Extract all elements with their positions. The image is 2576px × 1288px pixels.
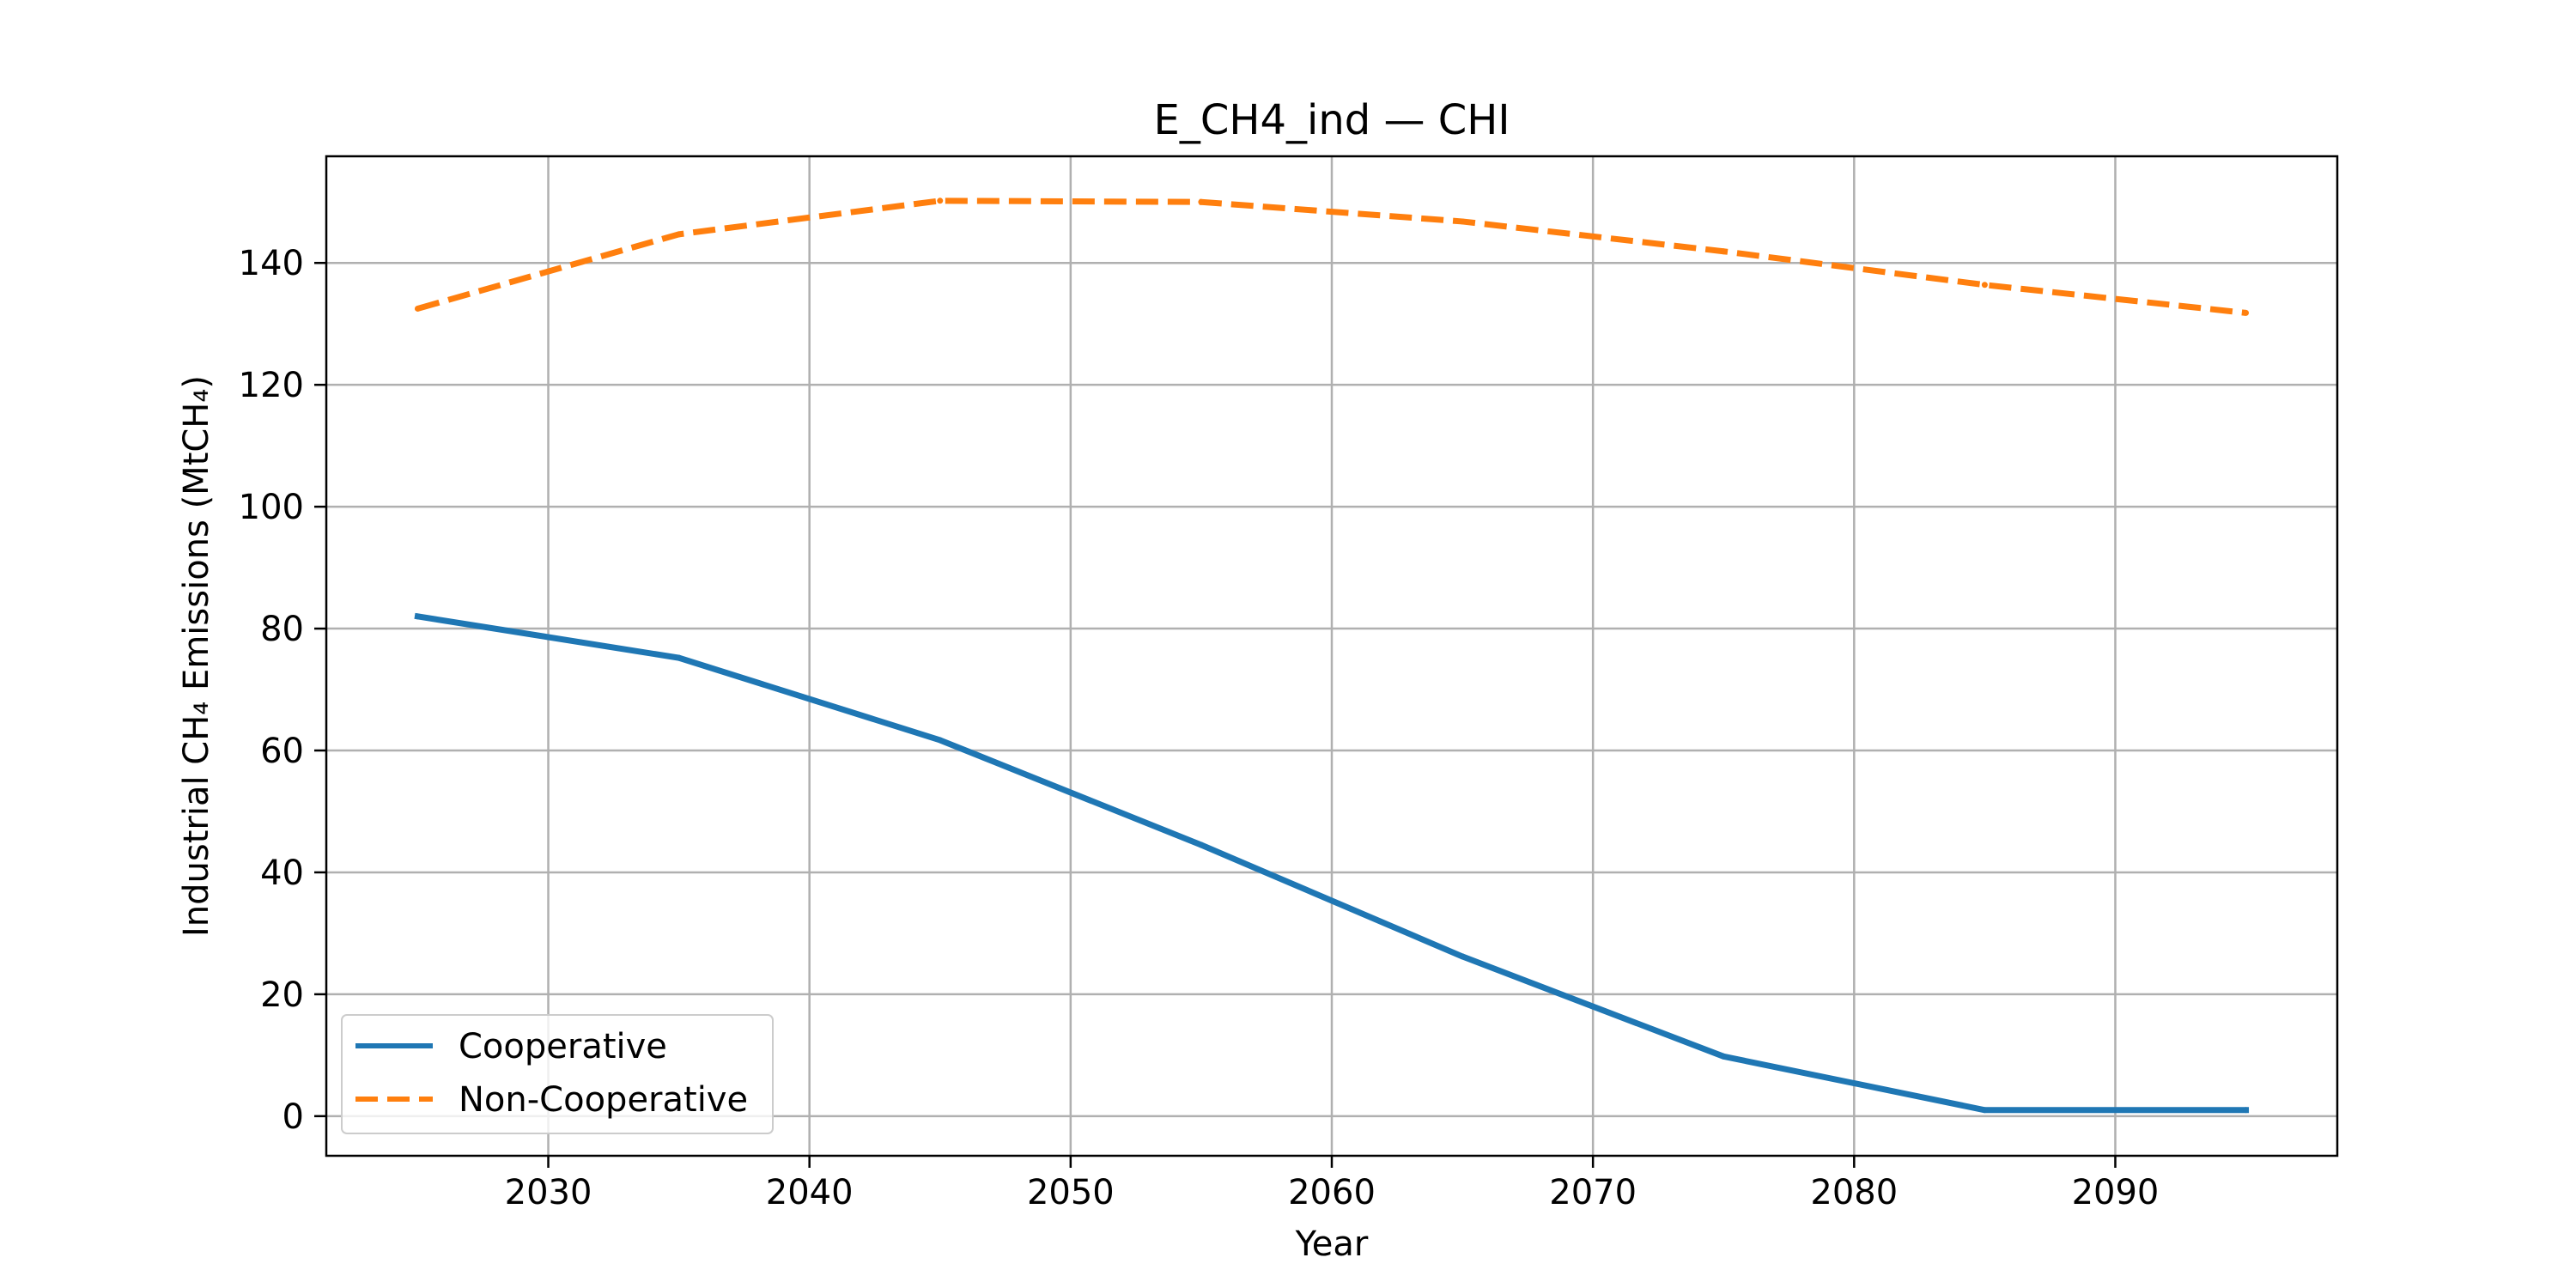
x-tick-label: 2080 [1810,1173,1898,1212]
x-tick-label: 2040 [766,1173,854,1212]
series-line-non-cooperative [416,197,2246,316]
data-point-cooperative [937,737,944,744]
x-tick-label: 2050 [1027,1173,1115,1212]
data-point-cooperative [1198,841,1205,848]
legend-label-cooperative: Cooperative [459,1027,667,1066]
data-point-non-cooperative [1981,282,1988,289]
x-tick-label: 2070 [1549,1173,1637,1212]
y-tick-label: 0 [283,1097,304,1137]
data-point-non-cooperative [414,305,421,312]
y-tick-label: 120 [239,366,304,405]
legend-label-non-cooperative: Non-Cooperative [459,1080,748,1120]
data-point-non-cooperative [2243,309,2250,316]
legend-box [341,1014,774,1134]
y-tick-label: 40 [260,854,304,893]
data-point-cooperative [1981,1107,1988,1114]
data-point-non-cooperative [676,231,683,238]
y-axis-label: Industrial CH₄ Emissions (MtCH₄) [177,375,216,937]
x-axis-label: Year [1295,1224,1369,1264]
data-point-cooperative [414,613,421,620]
y-axis-ticks: 0 20 40 60 80 100 120 140 [239,244,326,1137]
data-point-non-cooperative [1198,198,1205,205]
series-lines [414,197,2250,1114]
x-tick-label: 2090 [2072,1173,2160,1212]
series-line-cooperative [414,612,2250,1114]
data-point-non-cooperative [1720,248,1727,255]
data-point-cooperative [676,654,683,661]
y-tick-label: 140 [239,244,304,283]
data-point-cooperative [1459,953,1466,960]
y-tick-label: 20 [260,975,304,1015]
data-point-cooperative [1720,1053,1727,1060]
x-tick-label: 2060 [1288,1173,1376,1212]
data-point-non-cooperative [937,197,944,204]
data-point-non-cooperative [1459,218,1466,225]
y-tick-label: 80 [260,610,304,649]
chart-title: E_CH4_ind — CHI [1154,96,1510,144]
data-point-cooperative [2243,1107,2250,1114]
x-axis-ticks: 2030 2040 2050 2060 2070 2080 2090 [505,1156,2160,1212]
y-tick-label: 100 [239,488,304,527]
legend: Cooperative Non-Cooperative [341,1014,774,1134]
x-tick-label: 2030 [505,1173,592,1212]
y-tick-label: 60 [260,732,304,771]
